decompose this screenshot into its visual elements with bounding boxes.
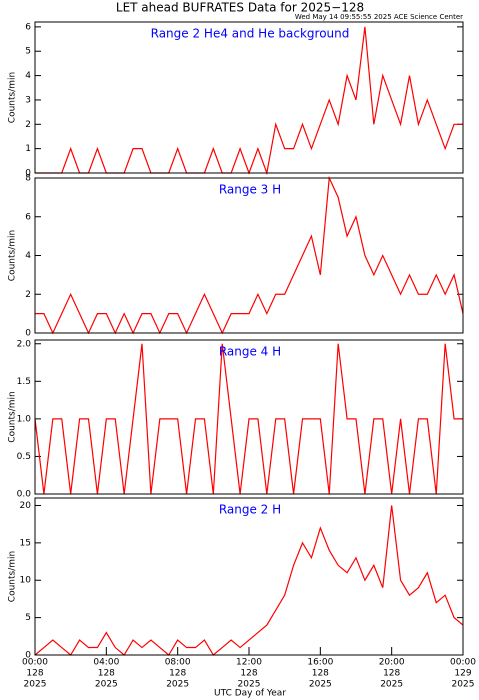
x-tick-label: 12:00 (236, 658, 262, 668)
y-tick-label: 3 (25, 95, 31, 105)
x-tick-year: 2025 (95, 680, 118, 690)
y-tick-label: 1 (25, 144, 31, 154)
panel-label: Range 3 H (219, 183, 281, 197)
y-axis-label: Counts/min (8, 230, 18, 281)
timestamp: Wed May 14 09:55:55 2025 ACE Science Cen… (295, 13, 463, 21)
x-tick-day: 129 (454, 669, 471, 679)
y-tick-label: 0 (25, 169, 31, 179)
plot-frame (34, 339, 464, 495)
panel-label: Range 2 H (219, 503, 281, 517)
y-axis-label: Counts/min (8, 72, 18, 123)
y-tick-label: 0 (25, 651, 31, 661)
x-tick-label: 20:00 (379, 658, 405, 668)
x-tick-day: 128 (383, 669, 400, 679)
x-tick-label: 08:00 (165, 658, 191, 668)
y-axis-label: Counts/min (8, 551, 18, 602)
x-tick-year: 2025 (452, 680, 475, 690)
x-tick-label: 00:00 (22, 658, 48, 668)
y-tick-label: 2 (25, 120, 31, 130)
chart-title: LET ahead BUFRATES Data for 2025−128 (116, 1, 364, 15)
y-tick-label: 2 (25, 290, 31, 300)
x-axis-label: UTC Day of Year (214, 689, 286, 699)
data-line (35, 26, 463, 176)
y-tick-label: 6 (25, 212, 31, 222)
x-tick-day: 128 (312, 669, 329, 679)
plot-frame (34, 21, 464, 174)
panel-label: Range 2 He4 and He background (151, 27, 350, 41)
plot-frame (34, 177, 464, 334)
y-tick-label: 2.0 (17, 339, 32, 349)
y-tick-label: 1.0 (17, 414, 32, 424)
x-tick-year: 2025 (309, 680, 332, 690)
x-tick-year: 2025 (238, 680, 261, 690)
x-tick-year: 2025 (24, 680, 47, 690)
x-tick-year: 2025 (166, 680, 189, 690)
x-tick-label: 00:00 (450, 658, 476, 668)
x-tick-year: 2025 (380, 680, 403, 690)
y-tick-label: 5 (25, 613, 31, 623)
plot-frame (34, 497, 464, 656)
y-tick-label: 4 (25, 251, 31, 261)
y-axis-label: Counts/min (8, 391, 18, 442)
y-tick-label: 20 (20, 501, 32, 511)
x-tick-label: 16:00 (307, 658, 333, 668)
y-tick-label: 6 (25, 22, 31, 32)
y-tick-label: 15 (20, 538, 31, 548)
y-tick-label: 5 (25, 47, 31, 57)
y-tick-label: 4 (25, 71, 31, 81)
x-tick-label: 04:00 (93, 658, 119, 668)
panel-label: Range 4 H (219, 345, 281, 359)
data-line (35, 175, 464, 335)
x-tick-day: 128 (240, 669, 257, 679)
x-tick-day: 128 (26, 669, 43, 679)
y-tick-label: 0.0 (17, 490, 32, 500)
y-tick-label: 1.5 (17, 377, 31, 387)
y-tick-label: 8 (25, 174, 31, 184)
y-tick-label: 0.5 (17, 452, 31, 462)
y-tick-label: 10 (20, 576, 32, 586)
x-tick-day: 128 (169, 669, 186, 679)
x-tick-day: 128 (98, 669, 115, 679)
data-line (34, 343, 463, 495)
data-line (34, 505, 464, 656)
y-tick-label: 0 (25, 329, 31, 339)
